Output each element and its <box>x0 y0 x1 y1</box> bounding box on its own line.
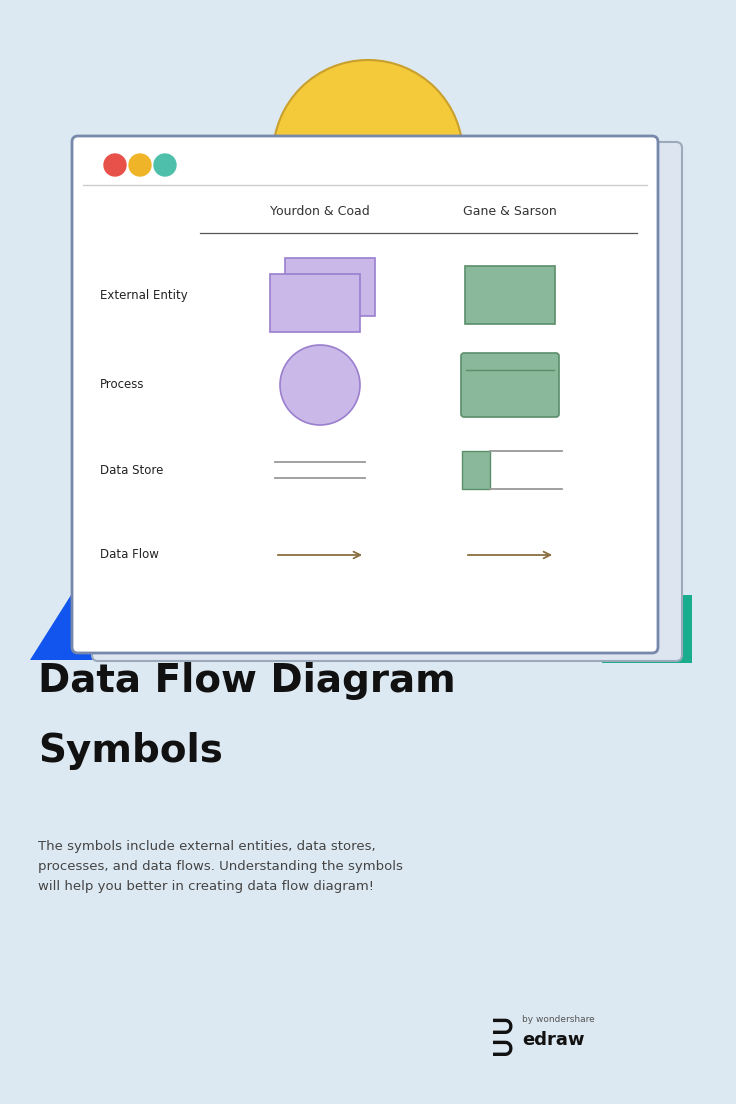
Polygon shape <box>30 530 195 660</box>
Text: ⊃: ⊃ <box>490 1012 515 1041</box>
Bar <box>270 274 360 332</box>
Bar <box>602 595 692 664</box>
Text: Yourdon & Coad: Yourdon & Coad <box>270 205 370 217</box>
Text: Data Flow: Data Flow <box>100 549 159 562</box>
Text: edraw: edraw <box>522 1031 584 1049</box>
FancyBboxPatch shape <box>72 136 658 652</box>
Bar <box>285 258 375 316</box>
Text: Data Store: Data Store <box>100 464 163 477</box>
FancyBboxPatch shape <box>92 142 682 661</box>
Circle shape <box>129 153 151 176</box>
Text: by wondershare: by wondershare <box>522 1015 595 1023</box>
Text: External Entity: External Entity <box>100 288 188 301</box>
Ellipse shape <box>280 344 360 425</box>
FancyBboxPatch shape <box>461 353 559 417</box>
Text: Symbols: Symbols <box>38 732 223 769</box>
Text: The symbols include external entities, data stores,
processes, and data flows. U: The symbols include external entities, d… <box>38 840 403 893</box>
Circle shape <box>154 153 176 176</box>
Bar <box>462 452 490 489</box>
Circle shape <box>273 60 463 250</box>
Text: Data Flow Diagram: Data Flow Diagram <box>38 662 456 700</box>
Text: Process: Process <box>100 379 144 392</box>
Bar <box>465 266 555 323</box>
Text: Gane & Sarson: Gane & Sarson <box>463 205 557 217</box>
Circle shape <box>104 153 126 176</box>
Text: ⊃: ⊃ <box>490 1034 515 1063</box>
